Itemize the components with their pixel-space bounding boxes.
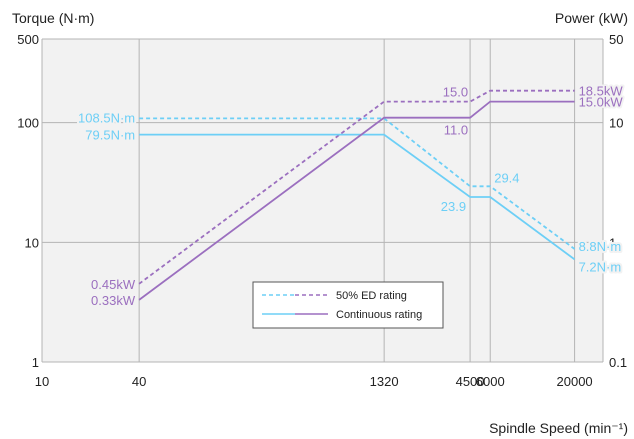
x-tick-label: 6000 [476, 374, 505, 389]
legend-label-50-ed: 50% ED rating [336, 290, 407, 302]
y-right-tick-label: 1 [609, 235, 616, 250]
data-label: 7.2N·m [579, 259, 622, 274]
data-label-halo: 108.5N·m [78, 110, 135, 125]
data-label: 0.33kW [91, 293, 136, 308]
y-right-axis-title: Power (kW) [555, 10, 628, 26]
data-label: 8.8N·m [579, 239, 622, 254]
data-labels: 108.5N·m108.5N·m79.5N·m79.5N·m29.429.423… [76, 82, 625, 310]
x-tick-label: 20000 [557, 374, 593, 389]
data-label: 29.4 [494, 170, 519, 185]
y-left-tick-label: 500 [17, 32, 39, 47]
series-line-torque-50-ed [139, 117, 576, 250]
y-right-tick-label: 50 [609, 32, 623, 47]
data-label: 79.5N·m [85, 128, 135, 143]
data-label-halo: 0.45kW [91, 277, 136, 292]
y-right-tick-label: 0.1 [609, 355, 627, 370]
data-label-halo: 29.4 [494, 170, 519, 185]
data-label: 108.5N·m [78, 110, 135, 125]
legend-label-continuous: Continuous rating [336, 309, 422, 321]
y-left-tick-label: 10 [25, 235, 39, 250]
data-label: 0.45kW [91, 277, 136, 292]
legend-box [252, 281, 444, 329]
data-label: 11.0 [444, 123, 468, 138]
grid-lines [41, 38, 604, 363]
data-label-halo: 23.9 [441, 199, 466, 214]
y-right-tick-label: 10 [609, 116, 623, 131]
data-label: 18.5kW [579, 84, 624, 99]
series-lines [138, 89, 576, 301]
x-tick-label: 40 [132, 374, 146, 389]
series-line-power-50-ed [138, 89, 575, 285]
data-label-halo: 7.2N·m [579, 259, 622, 274]
x-tick-label: 10 [35, 374, 49, 389]
series-line-power-continuous [138, 100, 575, 301]
y-left-tick-label: 100 [17, 116, 39, 131]
data-label-halo: 8.8N·m [579, 239, 622, 254]
data-label-halo: 79.5N·m [85, 128, 135, 143]
data-label: 15.0kW [579, 95, 624, 110]
data-label: 15.0 [443, 85, 468, 100]
data-label-halo: 18.5kW [579, 84, 624, 99]
y-left-tick-label: 1 [32, 355, 39, 370]
y-left-axis-title: Torque (N·m) [12, 10, 94, 26]
x-tick-label: 1320 [370, 374, 399, 389]
data-label-halo: 0.33kW [91, 293, 136, 308]
legend: 50% ED rating Continuous rating [252, 281, 444, 329]
data-label-halo: 15.0 [443, 85, 468, 100]
data-label-halo: 15.0kW [579, 95, 624, 110]
data-label: 23.9 [441, 199, 466, 214]
series-line-torque-continuous [139, 133, 576, 261]
x-tick-label: 4500 [456, 374, 485, 389]
data-label-halo: 11.0 [444, 123, 468, 138]
x-axis-title: Spindle Speed (min⁻¹) [489, 420, 628, 436]
